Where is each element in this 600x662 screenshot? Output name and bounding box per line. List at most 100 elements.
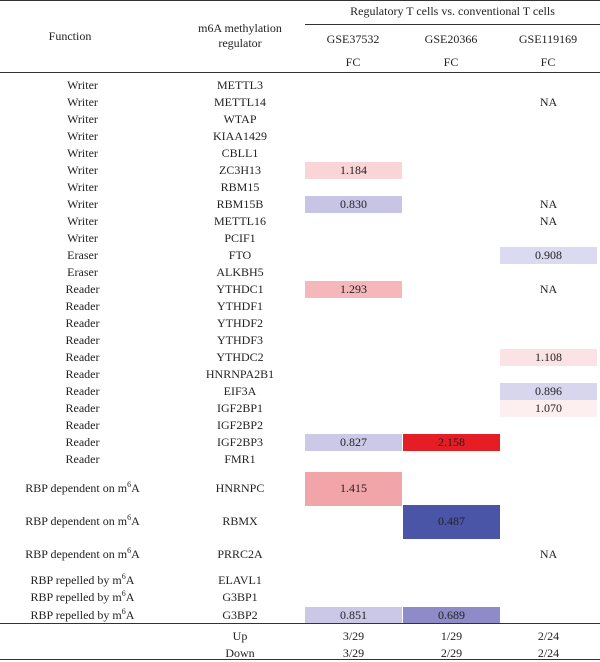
group-title: Regulatory T cells vs. conventional T ce… <box>350 4 555 18</box>
function-text: Reader <box>65 384 100 398</box>
function-cell: RBP repelled by m6A <box>0 607 165 624</box>
fc-cell: NA <box>500 196 597 213</box>
regulator-cell: IGF2BP3 <box>216 435 263 449</box>
function-text: Reader <box>65 367 100 381</box>
fc-value: 0.851 <box>340 608 367 622</box>
function-text: Writer <box>67 129 98 143</box>
function-cell: RBP repelled by m6A <box>0 572 165 589</box>
fc-value: 0.830 <box>340 197 367 211</box>
fc-cell: NA <box>500 94 597 111</box>
col-regulator-header: m6A methylation <box>198 21 282 35</box>
function-text: Reader <box>65 299 100 313</box>
fc-value: 1.293 <box>340 282 367 296</box>
regulator-cell: YTHDC2 <box>216 350 264 364</box>
regulator-cell: EIF3A <box>223 384 257 398</box>
fc-cell: NA <box>500 546 597 563</box>
function-tail: A <box>131 481 140 495</box>
fc-value: 1.070 <box>535 401 562 415</box>
regulator-cell: RBMX <box>222 514 258 528</box>
regulator-cell: PRRC2A <box>217 547 263 561</box>
function-cell: RBP dependent on m6A <box>0 513 165 530</box>
summary-value: 2/29 <box>440 646 463 660</box>
fc-value: 0.896 <box>535 384 562 398</box>
function-sup: 6 <box>127 480 132 489</box>
function-text: Writer <box>67 231 98 245</box>
function-text: Reader <box>65 316 100 330</box>
function-text: Reader <box>65 435 100 449</box>
function-text: RBP dependent on m <box>25 514 128 528</box>
function-cell: Reader <box>0 315 165 332</box>
function-text: Writer <box>67 180 98 194</box>
metric-3-header: FC <box>540 55 556 69</box>
fc-value: 0.689 <box>438 608 465 622</box>
summary-label: Up <box>232 629 248 643</box>
fc-value: NA <box>539 197 558 211</box>
fc-value: NA <box>539 547 558 561</box>
function-text: Writer <box>67 78 98 92</box>
regulator-cell: YTHDF1 <box>216 299 263 313</box>
function-cell: Writer <box>0 145 165 162</box>
function-cell: Writer <box>0 111 165 128</box>
function-cell: Reader <box>0 298 165 315</box>
fc-value: NA <box>539 282 558 296</box>
function-cell: RBP dependent on m6A <box>0 480 165 497</box>
top-rule <box>0 0 600 1</box>
fc-cell: 1.415 <box>305 471 402 506</box>
regulator-cell: ZC3H13 <box>219 163 261 177</box>
regulator-cell: ELAVL1 <box>218 573 262 587</box>
function-text: Reader <box>65 350 100 364</box>
metric-2-header: FC <box>443 55 459 69</box>
function-sup: 6 <box>121 607 126 616</box>
header-rule <box>0 72 600 73</box>
function-text: Writer <box>67 112 98 126</box>
fc-cell: 0.851 <box>305 607 402 624</box>
function-text: RBP repelled by m <box>30 608 122 622</box>
fc-cell: 1.293 <box>305 281 402 298</box>
fc-cell: 0.896 <box>500 383 597 400</box>
regulator-cell: RBM15B <box>216 197 264 211</box>
regulator-cell: G3BP2 <box>222 608 258 622</box>
regulator-cell: HNRNPA2B1 <box>205 367 275 381</box>
regulator-cell: METTL14 <box>214 95 266 109</box>
function-sup: 6 <box>121 572 126 581</box>
fc-value: NA <box>539 95 558 109</box>
function-text: RBP repelled by m <box>30 590 122 604</box>
function-cell: Reader <box>0 400 165 417</box>
function-text: Writer <box>67 163 98 177</box>
function-cell: Writer <box>0 162 165 179</box>
function-cell: Reader <box>0 417 165 434</box>
fc-cell: 0.689 <box>403 607 500 624</box>
regulator-cell: ALKBH5 <box>216 265 264 279</box>
function-cell: Reader <box>0 434 165 451</box>
dataset-2-header: GSE20366 <box>424 32 478 46</box>
regulator-cell: G3BP1 <box>222 590 258 604</box>
function-text: Reader <box>65 418 100 432</box>
function-cell: Writer <box>0 213 165 230</box>
regulator-cell: METTL3 <box>217 78 263 92</box>
dataset-3-header: GSE119169 <box>518 32 578 46</box>
fc-cell: 0.830 <box>305 196 402 213</box>
function-cell: Reader <box>0 349 165 366</box>
fc-value: 1.415 <box>340 481 367 495</box>
summary-label: Down <box>225 646 255 660</box>
regulator-cell: PCIF1 <box>224 231 256 245</box>
function-text: RBP dependent on m <box>25 481 128 495</box>
regulator-cell: YTHDC1 <box>216 282 264 296</box>
fc-cell: 0.487 <box>403 504 500 539</box>
function-cell: Writer <box>0 77 165 94</box>
col-function-header: Function <box>48 29 92 43</box>
function-cell: Reader <box>0 451 165 468</box>
regulator-cell: WTAP <box>223 112 257 126</box>
function-cell: Eraser <box>0 247 165 264</box>
fc-cell: 1.184 <box>305 162 402 179</box>
summary-value: 3/29 <box>342 629 365 643</box>
function-text: Reader <box>65 452 100 466</box>
function-cell: Writer <box>0 230 165 247</box>
fc-cell: 2.158 <box>403 434 500 451</box>
function-tail: A <box>125 590 135 604</box>
fc-cell: NA <box>500 213 597 230</box>
regulator-cell: FTO <box>228 248 252 262</box>
function-text: Writer <box>67 146 98 160</box>
summary-value: 2/24 <box>537 646 560 660</box>
function-text: Eraser <box>67 265 98 279</box>
